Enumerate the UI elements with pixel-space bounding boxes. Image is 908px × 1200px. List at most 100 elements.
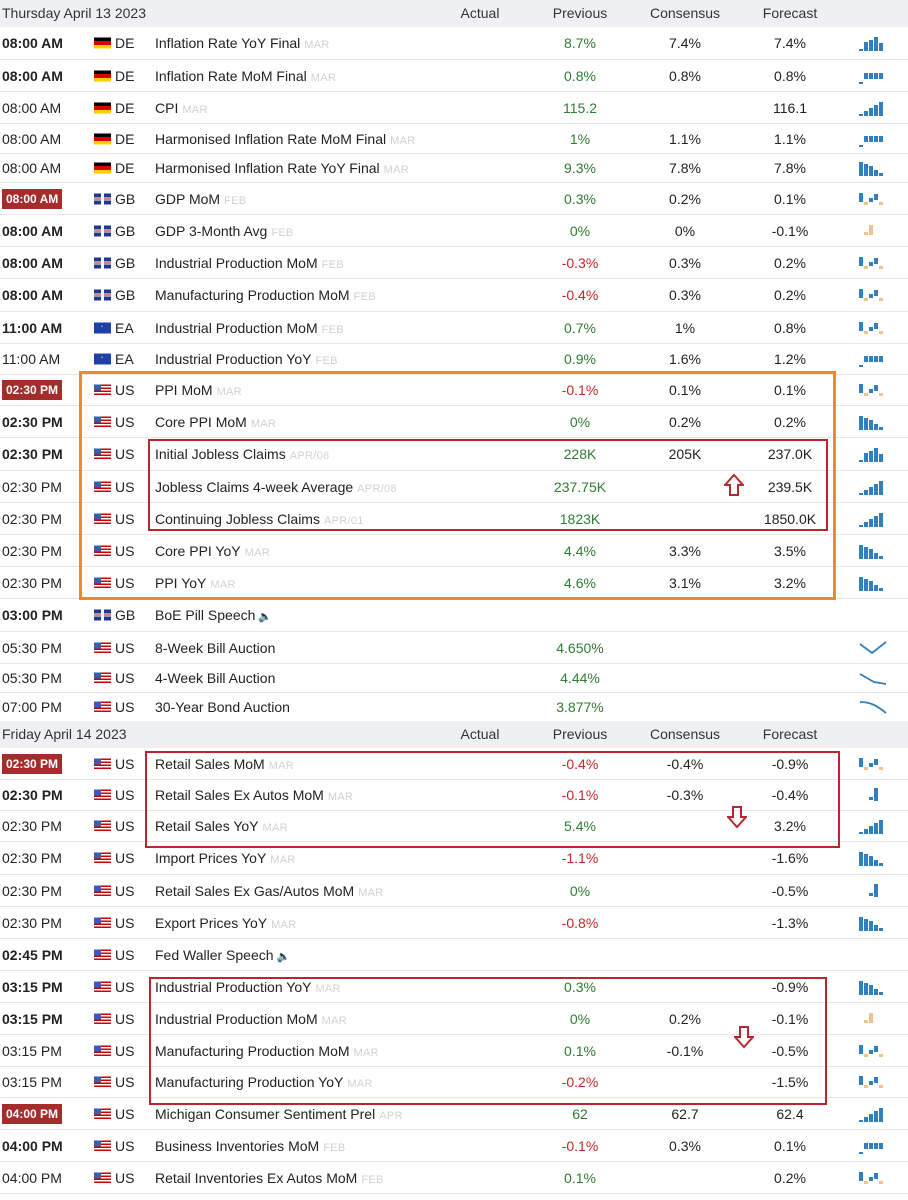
event-title[interactable]: Industrial Production MoM [155, 1010, 318, 1027]
sparkline-chart-icon[interactable] [858, 1106, 888, 1122]
column-header-forecast[interactable]: Forecast [762, 5, 818, 21]
sparkline-chart-icon[interactable] [858, 915, 888, 931]
forecast-value[interactable]: -0.1% [771, 222, 809, 239]
sparkline-chart-icon[interactable] [858, 575, 888, 591]
event-name[interactable]: CPI MAR [155, 100, 208, 116]
forecast-value[interactable]: 116.1 [773, 99, 807, 116]
sparkline-chart-icon[interactable] [858, 640, 888, 656]
event-name[interactable]: GDP MoM FEB [155, 191, 246, 207]
event-title[interactable]: CPI [155, 99, 179, 116]
sparkline-chart-icon[interactable] [858, 160, 888, 176]
event-row[interactable]: 08:00 AM DE Inflation Rate YoY Final MAR 8.7… [0, 27, 908, 60]
sparkline-chart-icon[interactable] [858, 756, 888, 772]
event-row[interactable]: 03:15 PM US Industrial Production MoM MAR 0%… [0, 1003, 908, 1035]
event-row[interactable]: 08:00 AM DE Harmonised Inflation Rate YoY … [0, 154, 908, 183]
sparkline-chart-icon[interactable] [858, 699, 888, 715]
forecast-value[interactable]: 0.1% [774, 190, 806, 207]
event-name[interactable]: Export Prices YoY MAR [155, 915, 296, 931]
event-title[interactable]: Retail Sales Ex Autos MoM [155, 787, 324, 803]
event-title[interactable]: Retail Inventories Ex Autos MoM [155, 1169, 358, 1186]
event-name[interactable]: Inflation Rate YoY Final MAR [155, 35, 330, 51]
sparkline-chart-icon[interactable] [858, 543, 888, 559]
sparkline-chart-icon[interactable] [858, 35, 888, 51]
event-name[interactable]: Import Prices YoY MAR [155, 850, 296, 866]
event-name[interactable]: Core PPI YoY MAR [155, 543, 270, 559]
event-name[interactable]: Harmonised Inflation Rate YoY Final MAR [155, 160, 409, 176]
event-title[interactable]: Import Prices YoY [155, 850, 267, 866]
forecast-value[interactable]: 0.2% [774, 413, 806, 430]
event-name[interactable]: PPI MoM MAR [155, 382, 242, 398]
sparkline-chart-icon[interactable] [858, 1170, 888, 1186]
sparkline-chart-icon[interactable] [858, 850, 888, 866]
event-title[interactable]: Retail Sales YoY [155, 818, 259, 834]
event-title[interactable]: 8-Week Bill Auction [155, 639, 276, 656]
forecast-value[interactable]: 1.2% [774, 351, 806, 367]
event-title[interactable]: 4-Week Bill Auction [155, 670, 276, 686]
event-title[interactable]: Inflation Rate YoY Final [155, 35, 301, 51]
event-row[interactable]: 05:30 PM US 4-Week Bill Auction 4.44% [0, 664, 908, 693]
event-row[interactable]: 02:30 PM US Core PPI MoM MAR 0% 0.2% 0.2% [0, 406, 908, 438]
sparkline-chart-icon[interactable] [858, 68, 888, 84]
event-name[interactable]: Manufacturing Production MoM MAR [155, 1043, 379, 1059]
event-row[interactable]: 02:45 PM US Fed Waller Speech 🔈 [0, 939, 908, 971]
event-title[interactable]: Industrial Production MoM [155, 254, 318, 271]
forecast-value[interactable]: 237.0K [767, 446, 813, 462]
forecast-value[interactable]: 0.1% [774, 382, 806, 398]
forecast-value[interactable]: 3.2% [774, 574, 806, 591]
sparkline-chart-icon[interactable] [858, 255, 888, 271]
event-row[interactable]: 07:00 PM US 30-Year Bond Auction 3.877% [0, 693, 908, 722]
event-row[interactable]: 08:00 AM GB GDP 3-Month Avg FEB 0% 0% -0.1% [0, 215, 908, 247]
event-name[interactable]: 30-Year Bond Auction [155, 699, 290, 715]
event-row[interactable]: 04:00 PM US Retail Inventories Ex Autos Mo… [0, 1162, 908, 1194]
event-title[interactable]: Retail Sales Ex Gas/Autos MoM [155, 882, 355, 899]
forecast-value[interactable]: 0.2% [774, 287, 806, 303]
event-row[interactable]: 05:30 PM US 8-Week Bill Auction 4.650% [0, 632, 908, 664]
event-name[interactable]: Retail Sales MoM MAR [155, 756, 294, 772]
forecast-value[interactable]: 7.4% [774, 35, 806, 51]
event-row[interactable]: 03:15 PM US Industrial Production YoY MAR 0.… [0, 971, 908, 1003]
event-row[interactable]: 08:00 AM GB Industrial Production MoM FEB -0… [0, 247, 908, 279]
event-row[interactable]: 02:30 PM US Export Prices YoY MAR -0.8% -1.3% [0, 907, 908, 939]
event-title[interactable]: BoE Pill Speech [155, 607, 256, 623]
event-name[interactable]: GDP 3-Month Avg FEB [155, 223, 294, 239]
column-header-forecast[interactable]: Forecast [762, 726, 818, 742]
forecast-value[interactable]: 0.8% [774, 319, 806, 336]
event-row[interactable]: 02:30 PM US Import Prices YoY MAR -1.1% -1.6% [0, 842, 908, 875]
sparkline-chart-icon[interactable] [858, 223, 888, 239]
forecast-value[interactable]: -0.4% [771, 787, 809, 803]
sparkline-chart-icon[interactable] [858, 191, 888, 207]
event-row[interactable]: 03:00 PM GB BoE Pill Speech 🔈 [0, 599, 908, 632]
forecast-value[interactable]: -1.3% [771, 914, 809, 931]
event-title[interactable]: Fed Waller Speech [155, 946, 274, 963]
column-header-actual[interactable]: Actual [460, 5, 500, 21]
column-header-previous[interactable]: Previous [552, 726, 608, 742]
event-title[interactable]: Harmonised Inflation Rate MoM Final [155, 130, 387, 147]
forecast-value[interactable]: 0.2% [774, 254, 806, 271]
sparkline-chart-icon[interactable] [858, 414, 888, 430]
column-header-consensus[interactable]: Consensus [649, 5, 721, 21]
sparkline-chart-icon[interactable] [858, 818, 888, 834]
event-name[interactable]: Industrial Production YoY MAR [155, 979, 341, 995]
event-title[interactable]: GDP MoM [155, 190, 221, 207]
event-row[interactable]: 02:30 PM US Continuing Jobless Claims APR/0… [0, 503, 908, 535]
event-row[interactable]: 08:00 AM DE Harmonised Inflation Rate MoM … [0, 124, 908, 154]
sparkline-chart-icon[interactable] [858, 320, 888, 336]
event-title[interactable]: Core PPI MoM [155, 413, 247, 430]
event-row[interactable]: 02:30 PM US PPI YoY MAR 4.6% 3.1% 3.2% [0, 567, 908, 599]
event-title[interactable]: Industrial Production MoM [155, 319, 318, 336]
sparkline-chart-icon[interactable] [858, 979, 888, 995]
forecast-value[interactable]: 3.5% [774, 542, 806, 559]
forecast-value[interactable]: -0.9% [771, 978, 809, 995]
sparkline-chart-icon[interactable] [858, 670, 888, 686]
event-title[interactable]: PPI MoM [155, 382, 213, 398]
event-title[interactable]: Industrial Production YoY [155, 351, 312, 367]
sparkline-chart-icon[interactable] [858, 382, 888, 398]
forecast-value[interactable]: 0.8% [774, 67, 806, 84]
sparkline-chart-icon[interactable] [858, 883, 888, 899]
event-name[interactable]: Core PPI MoM MAR [155, 414, 276, 430]
event-name[interactable]: 4-Week Bill Auction [155, 670, 275, 686]
forecast-value[interactable]: -1.5% [771, 1074, 809, 1090]
sparkline-chart-icon[interactable] [858, 100, 888, 116]
event-title[interactable]: Export Prices YoY [155, 914, 268, 931]
event-name[interactable]: Initial Jobless Claims APR/08 [155, 446, 329, 462]
